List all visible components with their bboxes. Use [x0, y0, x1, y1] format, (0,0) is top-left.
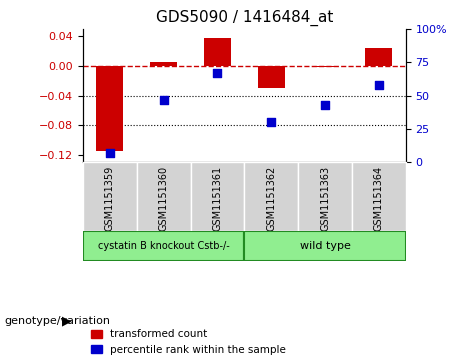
Bar	[258, 66, 284, 88]
FancyBboxPatch shape	[83, 231, 244, 261]
Bar	[204, 38, 231, 66]
Text: GSM1151363: GSM1151363	[320, 166, 330, 231]
Text: ▶: ▶	[62, 315, 72, 328]
FancyBboxPatch shape	[244, 231, 406, 261]
FancyBboxPatch shape	[137, 162, 190, 231]
Text: GSM1151360: GSM1151360	[159, 166, 169, 231]
FancyBboxPatch shape	[352, 162, 406, 231]
FancyBboxPatch shape	[244, 162, 298, 231]
FancyBboxPatch shape	[190, 162, 244, 231]
Text: GSM1151362: GSM1151362	[266, 166, 276, 231]
FancyBboxPatch shape	[83, 162, 137, 231]
Bar	[312, 66, 338, 67]
Title: GDS5090 / 1416484_at: GDS5090 / 1416484_at	[156, 10, 333, 26]
Bar	[365, 48, 392, 66]
Point	[160, 97, 167, 103]
Bar	[150, 62, 177, 66]
Point	[321, 102, 329, 108]
Point	[267, 119, 275, 125]
Text: GSM1151359: GSM1151359	[105, 166, 115, 231]
Point	[106, 150, 113, 156]
Bar	[96, 66, 123, 151]
FancyBboxPatch shape	[298, 162, 352, 231]
Text: wild type: wild type	[300, 241, 350, 251]
Text: GSM1151361: GSM1151361	[213, 166, 223, 231]
Text: GSM1151364: GSM1151364	[374, 166, 384, 231]
Point	[375, 82, 383, 88]
Text: cystatin B knockout Cstb-/-: cystatin B knockout Cstb-/-	[98, 241, 230, 251]
Legend: transformed count, percentile rank within the sample: transformed count, percentile rank withi…	[88, 326, 289, 358]
Text: genotype/variation: genotype/variation	[5, 316, 111, 326]
Point	[214, 70, 221, 76]
